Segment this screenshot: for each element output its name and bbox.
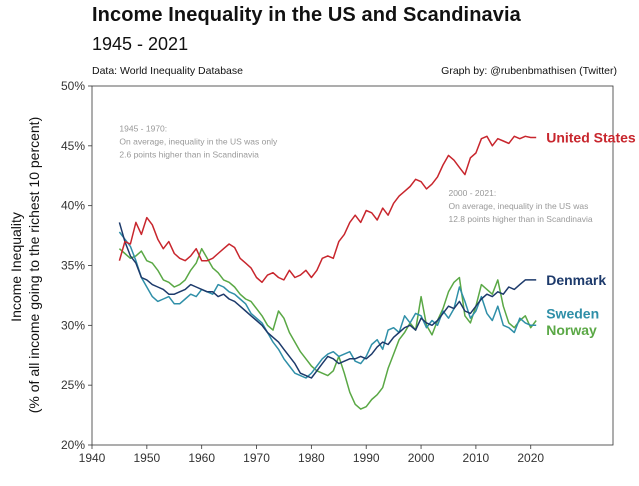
x-tick-label: 2010: [463, 451, 490, 465]
x-axis: 1940 1950 1960 1970 1980 1990 2000 2010 2020: [79, 445, 544, 465]
series-label-us: United States: [546, 129, 636, 145]
x-tick-label: 2000: [408, 451, 435, 465]
annotation-text: 12.8 points higher than in Scandinavia: [448, 214, 592, 224]
series-label-denmark: Denmark: [546, 272, 606, 288]
series-line-norway: [118, 247, 537, 410]
y-tick-label: 50%: [61, 79, 85, 93]
chart-subtitle: 1945 - 2021: [92, 34, 189, 54]
annotation-text: On average, inequality in the US was onl…: [119, 136, 278, 146]
y-axis-title-line-2: (% of all income going to the richest 10…: [26, 117, 42, 414]
graph-credit-note: Graph by: @rubenbmathisen (Twitter): [441, 65, 617, 77]
series-label-sweden: Sweden: [546, 305, 599, 321]
y-tick-label: 20%: [61, 438, 85, 452]
y-tick-label: 25%: [61, 378, 85, 392]
annotations: 1945 - 1970: On average, inequality in th…: [119, 123, 592, 224]
y-axis: 20% 25% 30% 35% 40% 45% 50%: [61, 79, 92, 452]
x-tick-label: 1960: [188, 451, 215, 465]
series-line-denmark: [118, 222, 537, 379]
annotation-text: 1945 - 1970:: [119, 123, 167, 133]
y-tick-label: 35%: [61, 259, 85, 273]
x-tick-label: 1970: [243, 451, 270, 465]
series-line-sweden: [118, 231, 537, 379]
data-source-note: Data: World Inequality Database: [92, 65, 243, 77]
x-tick-label: 1940: [79, 451, 106, 465]
annotation-text: On average, inequality in the US was: [448, 201, 588, 211]
x-tick-label: 1980: [298, 451, 325, 465]
x-tick-label: 1990: [353, 451, 380, 465]
annotation-text: 2.6 points higher than in Scandinavia: [119, 149, 259, 159]
x-tick-label: 1950: [133, 451, 160, 465]
y-tick-label: 40%: [61, 199, 85, 213]
series-label-norway: Norway: [546, 322, 597, 338]
y-tick-label: 45%: [61, 139, 85, 153]
y-axis-title: Income Inequality (% of all income going…: [8, 117, 42, 414]
y-axis-title-line-1: Income Inequality: [8, 212, 24, 322]
x-tick-label: 2020: [517, 451, 544, 465]
y-tick-label: 30%: [61, 318, 85, 332]
chart-title: Income Inequality in the US and Scandina…: [92, 4, 521, 26]
series-lines: [118, 135, 537, 410]
series-line-us: [118, 135, 537, 284]
annotation-text: 2000 - 2021:: [448, 188, 496, 198]
